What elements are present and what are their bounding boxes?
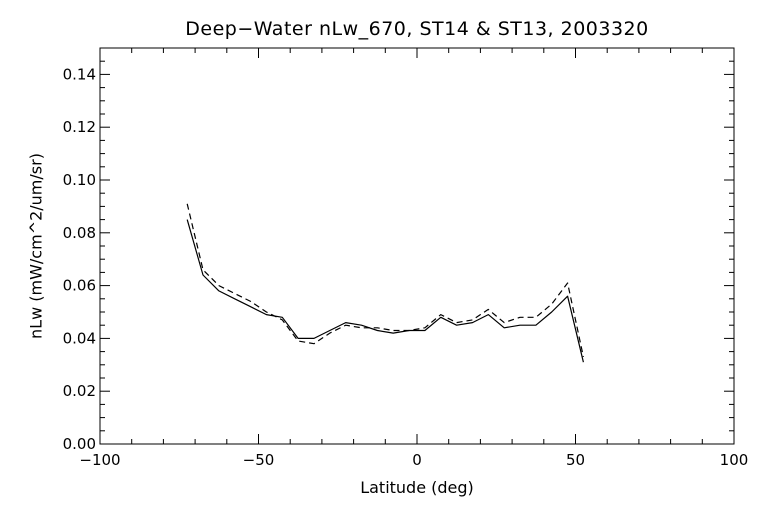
x-tick-label: 100 [720,451,749,469]
y-tick-label: 0.02 [63,382,96,400]
series-line-solid [186,219,584,363]
y-tick-label: 0.14 [63,65,96,83]
y-tick-label: 0.00 [63,435,96,453]
y-tick-label: 0.04 [63,329,96,347]
series-group [186,203,584,363]
series-line-dashed [186,203,584,358]
x-tick-label: 0 [412,451,422,469]
chart-title: Deep−Water nLw_670, ST14 & ST13, 2003320 [185,18,649,40]
x-tick-label: 50 [566,451,585,469]
y-tick-label: 0.06 [63,277,96,295]
y-tick-label: 0.08 [63,224,96,242]
y-tick-label: 0.12 [63,118,96,136]
axis-ticks: −100 −50 0 50 100 0.00 0.02 0.04 0.06 0.08 0.10 0.1… [63,48,749,469]
x-axis-label: Latitude (deg) [360,478,474,497]
x-tick-label: −100 [79,451,120,469]
y-tick-label: 0.10 [63,171,96,189]
x-tick-label: −50 [243,451,275,469]
